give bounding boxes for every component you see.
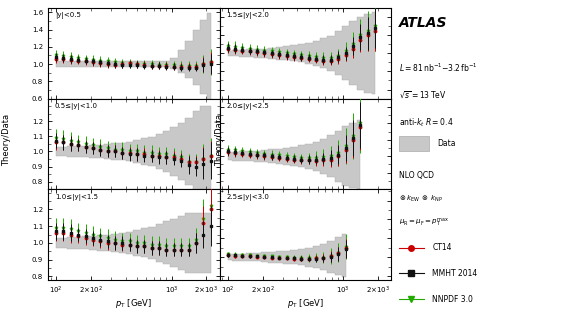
- Text: 2.0≤|y|<2.5: 2.0≤|y|<2.5: [226, 103, 269, 110]
- Text: |y|<0.5: |y|<0.5: [55, 12, 81, 19]
- Text: $\mu_{\mathrm{R}}=\mu_{\mathrm{F}}=p_{\mathrm{T}}^{\mathrm{max}}$: $\mu_{\mathrm{R}}=\mu_{\mathrm{F}}=p_{\m…: [399, 217, 449, 229]
- Text: Data: Data: [437, 139, 456, 148]
- Text: NNPDF 3.0: NNPDF 3.0: [432, 295, 473, 304]
- X-axis label: $p_{\mathrm{T}}$ [GeV]: $p_{\mathrm{T}}$ [GeV]: [115, 297, 152, 310]
- Text: CT14: CT14: [432, 243, 452, 252]
- Text: Theory/Data: Theory/Data: [215, 114, 224, 166]
- Text: $\otimes\,k_{\mathrm{EW}}\;\otimes\;k_{\mathrm{NP}}$: $\otimes\,k_{\mathrm{EW}}\;\otimes\;k_{\…: [399, 194, 443, 204]
- Text: 0.5≤|y|<1.0: 0.5≤|y|<1.0: [55, 103, 98, 110]
- Text: NLO QCD: NLO QCD: [399, 171, 434, 180]
- Bar: [399, 136, 429, 151]
- Text: 1.0≤|y|<1.5: 1.0≤|y|<1.5: [55, 194, 98, 201]
- Text: MMHT 2014: MMHT 2014: [432, 269, 477, 278]
- Text: anti-$k_{t}\;R{=}0.4$: anti-$k_{t}\;R{=}0.4$: [399, 116, 454, 129]
- Text: ATLAS: ATLAS: [399, 16, 448, 30]
- Text: 2.5≤|y|<3.0: 2.5≤|y|<3.0: [226, 194, 269, 201]
- X-axis label: $p_{\mathrm{T}}$ [GeV]: $p_{\mathrm{T}}$ [GeV]: [287, 297, 324, 310]
- Text: Theory/Data: Theory/Data: [2, 114, 11, 166]
- Text: 1.5≤|y|<2.0: 1.5≤|y|<2.0: [226, 12, 269, 19]
- Text: $L=81\,\mathrm{nb}^{-1}$$-$$3.2\,\mathrm{fb}^{-1}$: $L=81\,\mathrm{nb}^{-1}$$-$$3.2\,\mathrm…: [399, 61, 478, 74]
- Text: $\sqrt{s}=13\,\mathrm{TeV}$: $\sqrt{s}=13\,\mathrm{TeV}$: [399, 89, 446, 100]
